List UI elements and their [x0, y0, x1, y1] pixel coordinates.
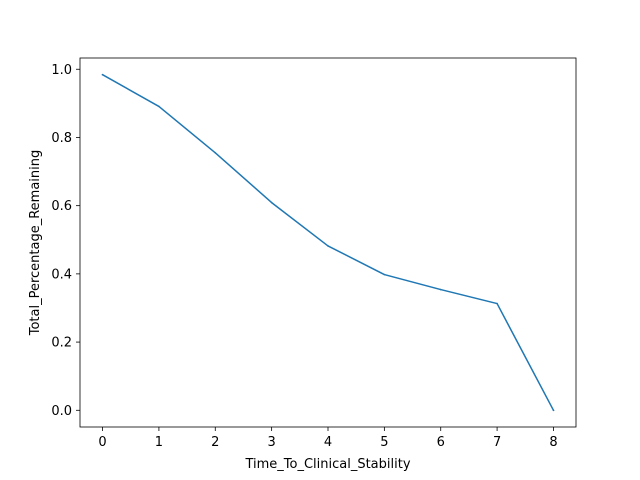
y-tick-label: 0.0 [51, 404, 72, 419]
x-tick-label: 0 [98, 435, 106, 450]
x-tick-label: 3 [267, 435, 275, 450]
data-point [552, 409, 555, 412]
data-point [270, 201, 273, 204]
x-tick-label: 6 [437, 435, 445, 450]
x-tick-label: 5 [380, 435, 388, 450]
data-point [383, 273, 386, 276]
x-tick-label: 4 [324, 435, 332, 450]
data-point [101, 73, 104, 76]
y-axis-ticks: 0.0 0.2 0.4 0.6 0.8 1.0 [51, 63, 80, 419]
series-points [101, 73, 555, 412]
x-axis-ticks: 0 1 2 3 4 5 6 7 8 [98, 427, 558, 450]
y-tick-label: 1.0 [51, 63, 72, 78]
x-tick-label: 1 [155, 435, 163, 450]
y-tick-label: 0.2 [51, 336, 72, 351]
x-axis-label: Time_To_Clinical_Stability [244, 457, 410, 472]
data-point [439, 288, 442, 291]
y-axis-label: Total_Percentage_Remaining [28, 150, 43, 337]
x-tick-label: 2 [211, 435, 219, 450]
data-point [214, 152, 217, 154]
data-point [158, 105, 160, 108]
y-tick-label: 0.6 [51, 199, 72, 214]
data-point [496, 302, 498, 305]
y-tick-label: 0.8 [51, 131, 72, 146]
y-tick-label: 0.4 [51, 267, 72, 282]
x-tick-label: 8 [549, 435, 557, 450]
plot-frame [79, 57, 577, 428]
data-point [327, 245, 329, 247]
plot-area [80, 58, 576, 427]
x-tick-label: 7 [493, 435, 501, 450]
